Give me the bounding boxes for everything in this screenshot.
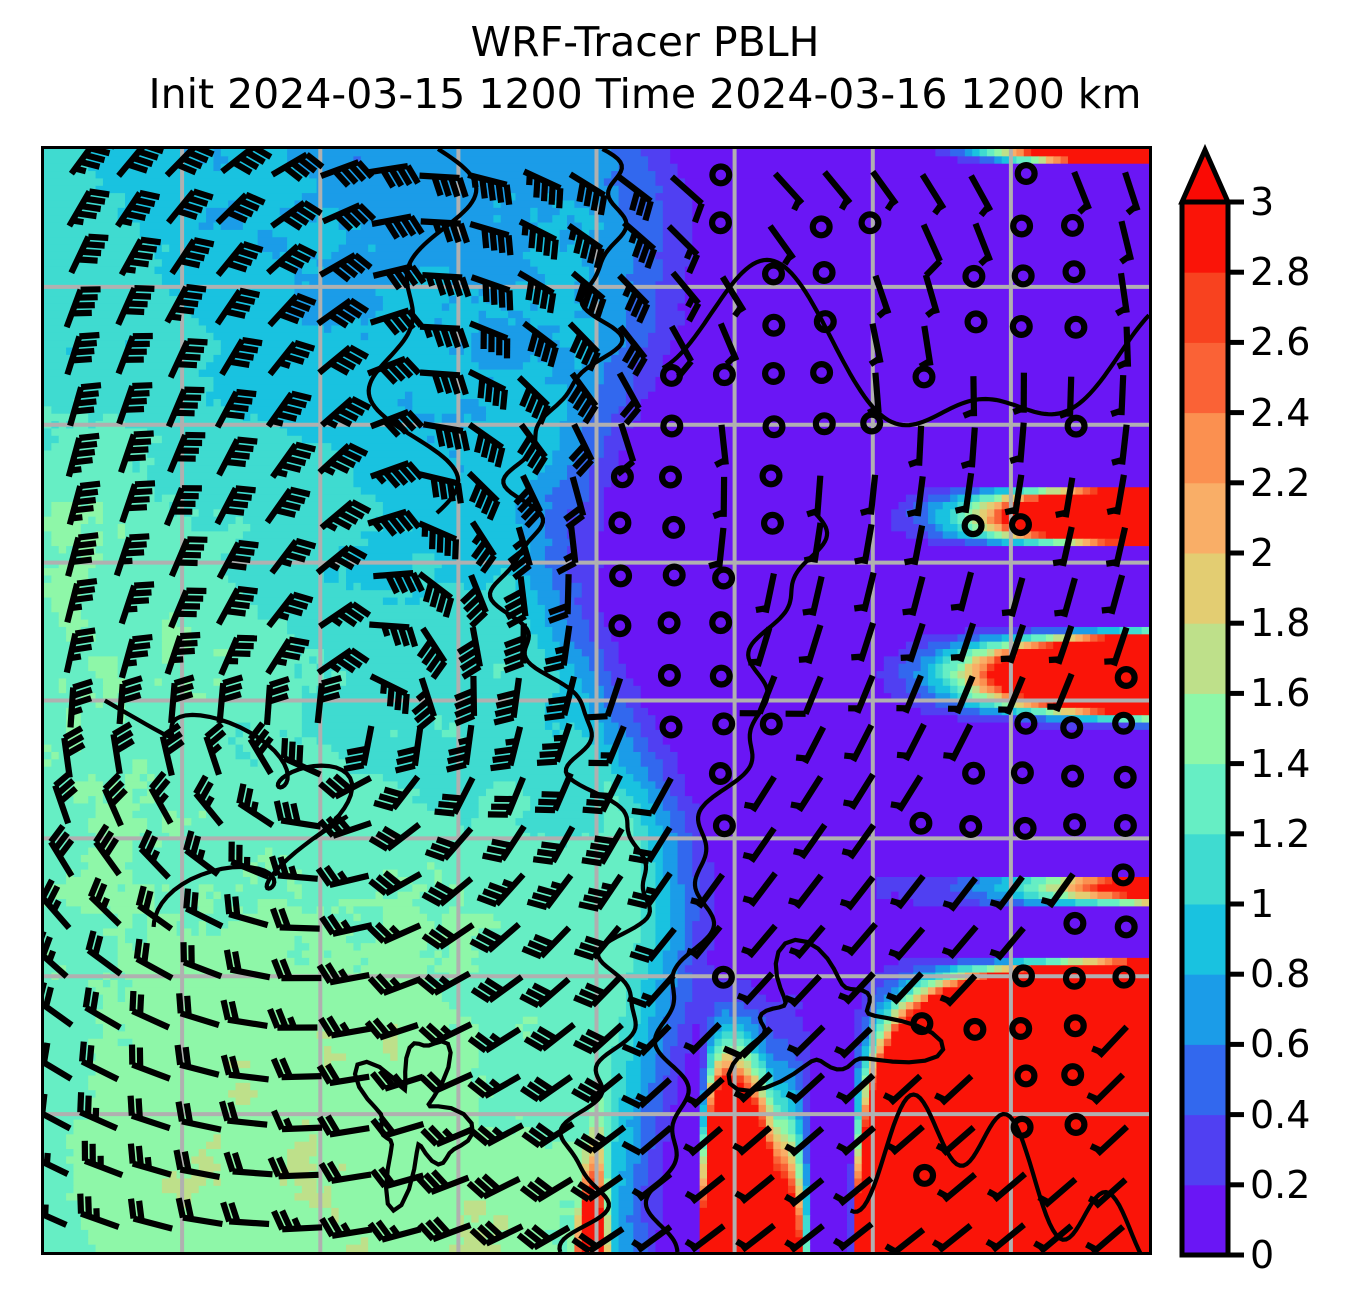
colorbar-tick-1-4: 1.4 bbox=[1250, 741, 1311, 786]
colorbar-tick-1: 1 bbox=[1250, 882, 1275, 926]
colorbar-tick-1-6: 1.6 bbox=[1250, 671, 1311, 716]
map-plot-area[interactable] bbox=[41, 146, 1152, 1255]
colorbar-tick-1-2: 1.2 bbox=[1250, 811, 1311, 856]
figure-subtitle: Init 2024-03-15 1200 Time 2024-03-16 120… bbox=[148, 70, 1142, 118]
colorbar-tick-2-6: 2.6 bbox=[1250, 320, 1311, 365]
colorbar-tick-0: 0 bbox=[1250, 1233, 1275, 1277]
colorbar-tick-0-8: 0.8 bbox=[1250, 952, 1311, 997]
colorbar-tick-0-4: 0.4 bbox=[1250, 1092, 1311, 1137]
colorbar-tick-2-4: 2.4 bbox=[1250, 390, 1311, 435]
colorbar-tick-2: 2 bbox=[1250, 531, 1275, 575]
colorbar-tick-1-8: 1.8 bbox=[1250, 601, 1311, 646]
colorbar-tick-3: 3 bbox=[1250, 180, 1275, 224]
page-title: WRF-Tracer PBLH bbox=[470, 18, 820, 66]
colorbar-tick-2-8: 2.8 bbox=[1250, 250, 1311, 295]
colorbar-tick-0-2: 0.2 bbox=[1250, 1162, 1311, 1207]
colorbar-gradient bbox=[1178, 143, 1244, 1258]
pblh-contour-map bbox=[44, 149, 1149, 1252]
colorbar-tick-2-2: 2.2 bbox=[1250, 460, 1311, 505]
figure-title-block: WRF-Tracer PBLH Init 2024-03-15 1200 Tim… bbox=[0, 16, 1290, 120]
colorbar-tick-labels: 3 2.8 2.6 2.4 2.2 2 1.8 1.6 1.4 1.2 1 0.8 0.6 0.4 0.2 0 bbox=[1250, 146, 1347, 1274]
colorbar-tick-0-6: 0.6 bbox=[1250, 1022, 1311, 1067]
colorbar[interactable]: 3 2.8 2.6 2.4 2.2 2 1.8 1.6 1.4 1.2 1 0.8 0.6 0.4 0.2 0 bbox=[1178, 143, 1310, 1274]
